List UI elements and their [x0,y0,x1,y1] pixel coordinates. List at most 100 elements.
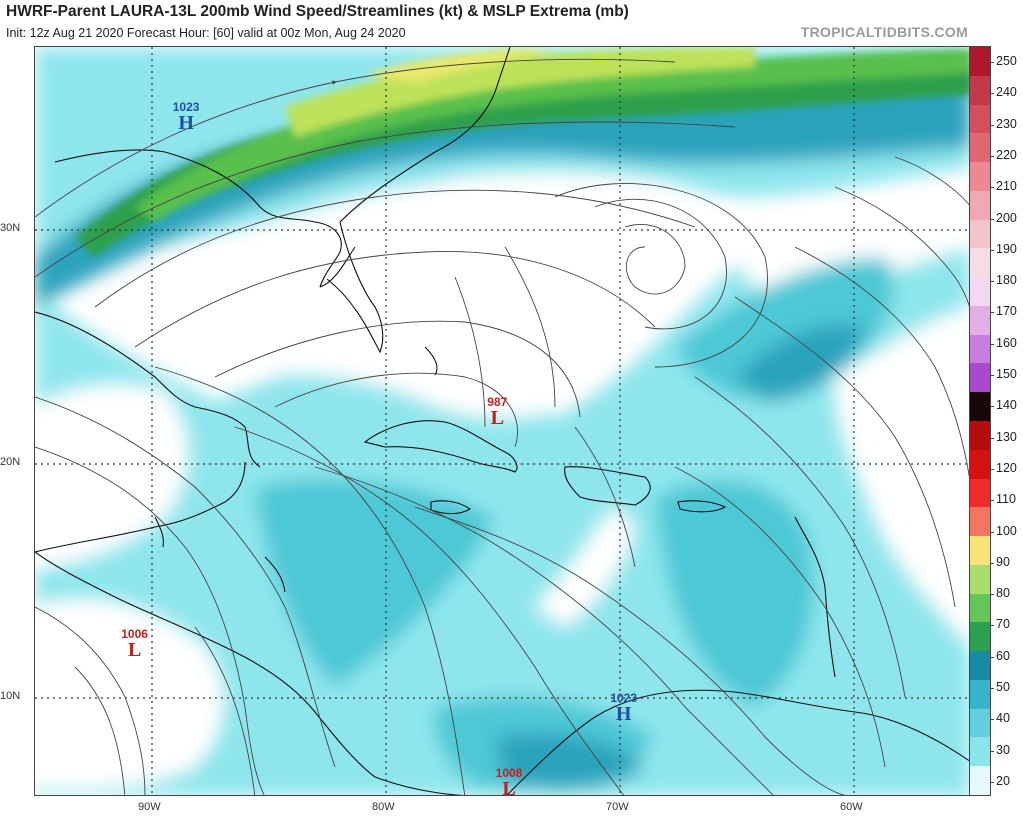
colorbar-tick [990,688,994,690]
colorbar-segment [970,75,990,106]
colorbar-tick [990,155,994,157]
coastlines [35,47,969,795]
pressure-value: 1023 [610,690,638,705]
colorbar-segment [970,162,990,192]
colorbar-label: 240 [996,85,1017,100]
colorbar-tick [990,312,994,314]
colorbar-segment [970,622,990,652]
forecast-info: Init: 12z Aug 21 2020 Forecast Hour: [60… [6,26,406,40]
lat-label-30n: 30N [0,222,21,234]
colorbar-label: 130 [996,429,1017,444]
lon-label-60w: 60W [840,801,863,813]
colorbar-segment [970,305,990,336]
colorbar-tick [990,249,994,251]
colorbar-segment [970,421,990,451]
colorbar-tick [990,93,994,95]
colorbar-segment [970,679,990,710]
colorbar-tick [990,218,994,220]
colorbar-segment [970,219,990,249]
colorbar-label: 100 [996,523,1017,538]
lon-label-90w: 90W [138,801,161,813]
colorbar-segment [970,363,990,393]
colorbar-tick [990,594,994,596]
colorbar-tick [990,500,994,502]
pressure-value: 1008 [495,765,523,780]
colorbar-segment [970,334,990,364]
colorbar-label: 170 [996,304,1017,319]
lon-label-70w: 70W [606,801,629,813]
colorbar-segment [970,766,990,796]
colorbar-segment [970,392,990,422]
colorbar-label: 150 [996,367,1017,382]
colorbar-label: 40 [996,711,1010,726]
colorbar-tick [990,437,994,439]
colorbar-label: 200 [996,210,1017,225]
colorbar-tick [990,281,994,283]
colorbar-label: 90 [996,554,1010,569]
colorbar-label: 250 [996,54,1017,68]
pressure-value: 1023 [172,100,200,114]
colorbar-segment [970,651,990,681]
streamlines [35,58,969,795]
pressure-letter: L [502,777,516,800]
colorbar-tick [990,719,994,721]
colorbar-label: 110 [996,492,1016,507]
colorbar-label: 230 [996,116,1017,131]
low-pressure-marker: 987 L [467,396,527,428]
colorbar-segment [970,277,990,307]
colorbar-segment [970,564,990,595]
colorbar-segment [970,737,990,767]
colorbar-label: 160 [996,335,1017,350]
colorbar-label: 20 [996,774,1010,788]
colorbar-label: 120 [996,460,1017,475]
pressure-letter: H [615,702,632,725]
lat-lon-grid [35,47,969,795]
colorbar-tick [990,531,994,533]
lat-label-10n: 10N [0,690,21,702]
colorbar-label: 140 [996,398,1017,413]
colorbar-segment [970,536,990,566]
colorbar-label: 80 [996,586,1010,601]
weather-map[interactable] [34,46,970,796]
colorbar-tick [990,124,994,126]
colorbar-tick [990,656,994,658]
colorbar-tick [990,375,994,377]
colorbar-label: 60 [996,648,1010,663]
colorbar-tick [990,187,994,189]
colorbar-segment [970,133,990,163]
colorbar-tick [990,468,994,470]
colorbar-label: 180 [996,273,1017,288]
pressure-value: 987 [487,395,508,410]
pressure-letter: L [127,639,142,662]
site-brand: TROPICALTIDBITS.COM [800,24,968,40]
pressure-letter: H [178,112,194,134]
colorbar-segment [970,47,990,77]
pressure-letter: L [490,407,504,430]
colorbar-label: 30 [996,742,1010,757]
map-canvas [35,47,969,795]
lon-label-80w: 80W [372,801,395,813]
colorbar-tick [990,562,994,564]
colorbar-tick [990,406,994,408]
wind-speed-colorbar [969,46,991,796]
colorbar-label: 210 [996,179,1017,194]
colorbar-segment [970,507,990,537]
colorbar-tick [990,343,994,345]
colorbar-segment [970,248,990,278]
colorbar-tick [990,782,994,783]
chart-title: HWRF-Parent LAURA-13L 200mb Wind Speed/S… [6,3,629,20]
high-pressure-marker: 1023 H [594,692,654,724]
colorbar-segment [970,449,990,480]
pressure-value: 1006 [121,627,148,642]
colorbar-label: 220 [996,147,1017,162]
low-pressure-marker: 1006 L [105,628,165,660]
colorbar-label: 70 [996,617,1010,632]
low-pressure-marker: 1008 L [479,767,539,799]
colorbar-segment [970,190,990,221]
wind-speed-shading [35,47,969,795]
colorbar-tick [990,625,994,627]
colorbar-segment [970,104,990,134]
lat-label-20n: 20N [0,456,21,468]
colorbar-segment [970,593,990,623]
colorbar-segment [970,708,990,738]
